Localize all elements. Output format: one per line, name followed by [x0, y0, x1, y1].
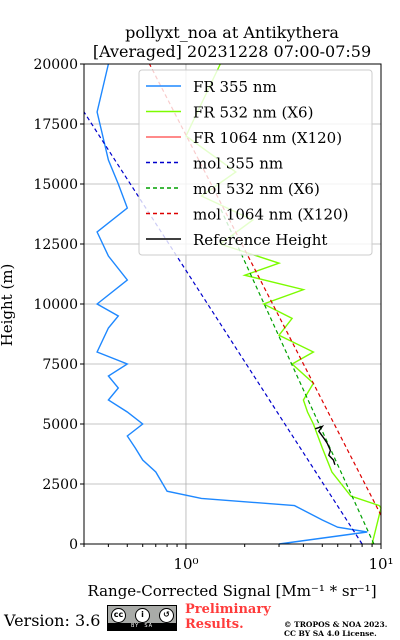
by-icon: i	[135, 608, 150, 623]
version-label: Version: 3.6	[4, 611, 101, 630]
y-tick-label: 20000	[33, 57, 78, 73]
legend-entry: mol 532 nm (X6)	[193, 180, 320, 198]
cc-label-by: BY	[130, 623, 140, 629]
cc-label-sa: SA	[144, 623, 154, 629]
y-tick-label: 2500	[42, 477, 78, 493]
y-axis-label: Height (m)	[0, 264, 16, 347]
x-tick-label: 10¹	[368, 555, 393, 573]
sa-icon: ↺	[159, 608, 174, 623]
copyright-line2: CC BY SA 4.0 License.	[284, 629, 377, 638]
preliminary-line1: Preliminary	[185, 602, 271, 617]
legend-entry: FR 355 nm	[193, 78, 277, 96]
y-tick-label: 10000	[33, 297, 78, 313]
legend-entry: FR 532 nm (X6)	[193, 104, 313, 122]
series-line-4	[219, 207, 375, 545]
chart-title: pollyxt_noa at Antikythera	[125, 23, 339, 42]
x-tick-label: 10⁰	[173, 555, 198, 573]
preliminary-line2: Results.	[185, 617, 244, 632]
y-tick-label: 0	[69, 537, 78, 553]
y-tick-label: 17500	[33, 117, 78, 133]
series-line-3	[83, 111, 363, 545]
plot-area: 0 2500 5000 7500 10000 12500 15000 17500 20000 10…	[33, 57, 393, 573]
y-tick-label: 15000	[33, 177, 78, 193]
copyright-line1: © TROPOS & NOA 2023.	[284, 620, 388, 629]
series-line-0	[95, 63, 368, 545]
legend-entry: Reference Height	[193, 231, 327, 249]
legend-entry: mol 1064 nm (X120)	[193, 206, 348, 224]
legend-entry: mol 355 nm	[193, 155, 283, 173]
lidar-profile-chart: pollyxt_noa at Antikythera [Averaged] 20…	[0, 23, 394, 600]
y-tick-label: 12500	[33, 237, 78, 253]
cc-badge-labels: BY SA	[108, 623, 176, 630]
y-tick-label: 5000	[42, 417, 78, 433]
cc-license-badge[interactable]: cc i ↺ BY SA	[107, 605, 177, 631]
x-axis-label: Range-Corrected Signal [Mm⁻¹ * sr⁻¹]	[87, 582, 376, 600]
cc-icon: cc	[111, 608, 126, 623]
legend-box	[138, 69, 373, 256]
series-line-6	[314, 425, 336, 466]
copyright-notice: © TROPOS & NOA 2023. CC BY SA 4.0 Licens…	[284, 620, 387, 638]
legend-entry: FR 1064 nm (X120)	[193, 129, 342, 147]
y-tick-label: 7500	[42, 357, 78, 373]
preliminary-notice: Preliminary Results.	[185, 602, 271, 632]
chart-subtitle: [Averaged] 20231228 07:00-07:59	[93, 42, 371, 61]
